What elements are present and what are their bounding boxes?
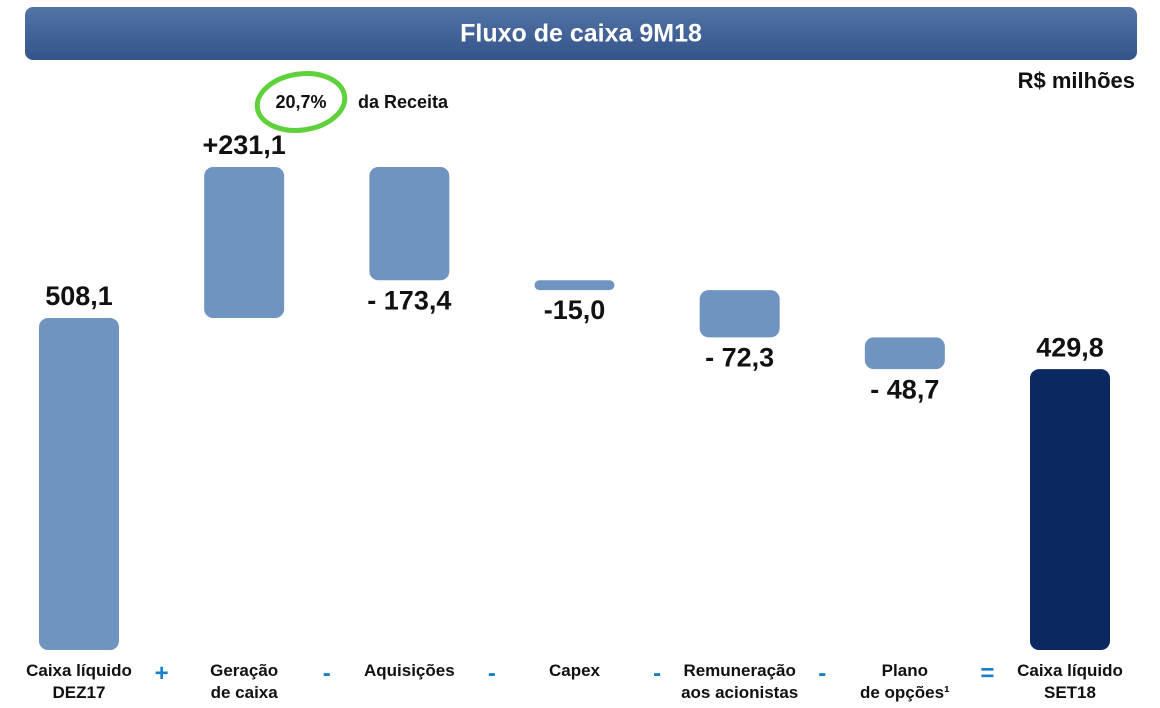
annotation-text: da Receita (358, 92, 449, 112)
annotation-highlight: 20,7% (275, 92, 326, 112)
operator: - (322, 660, 331, 687)
bar (369, 167, 450, 281)
bar (39, 318, 119, 650)
operator: - (818, 660, 827, 687)
bar (1030, 369, 1110, 650)
operator: - (487, 660, 496, 687)
x-tick-label: Caixa líquido DEZ17 (26, 661, 132, 702)
operator: = (980, 660, 995, 687)
x-tick-label: Plano de opções¹ (859, 661, 950, 702)
value-label: - 173,4 (367, 285, 451, 315)
value-label: 429,8 (1036, 332, 1104, 362)
bar (534, 280, 615, 291)
x-tick-label: Caixa líquido SET18 (1017, 661, 1123, 702)
bar (864, 337, 945, 370)
value-label: +231,1 (202, 130, 285, 160)
x-tick-label: Aquisições (363, 661, 455, 680)
x-tick-label: Geração de caixa (210, 661, 279, 702)
value-label: 508,1 (45, 281, 113, 311)
value-label: - 48,7 (870, 374, 939, 404)
bar (204, 167, 285, 319)
value-label: -15,0 (544, 295, 606, 325)
x-tick-label: Capex (548, 661, 601, 680)
highlight-ring (254, 71, 348, 133)
value-label: - 72,3 (705, 342, 774, 372)
bar (699, 290, 780, 338)
operator: - (653, 660, 662, 687)
operator: + (154, 660, 169, 687)
title-bar (25, 7, 1137, 60)
unit-label: R$ milhões (1018, 68, 1135, 93)
chart-title: Fluxo de caixa 9M18 (460, 20, 702, 48)
x-tick-label: Remuneração aos acionistas (681, 661, 799, 702)
